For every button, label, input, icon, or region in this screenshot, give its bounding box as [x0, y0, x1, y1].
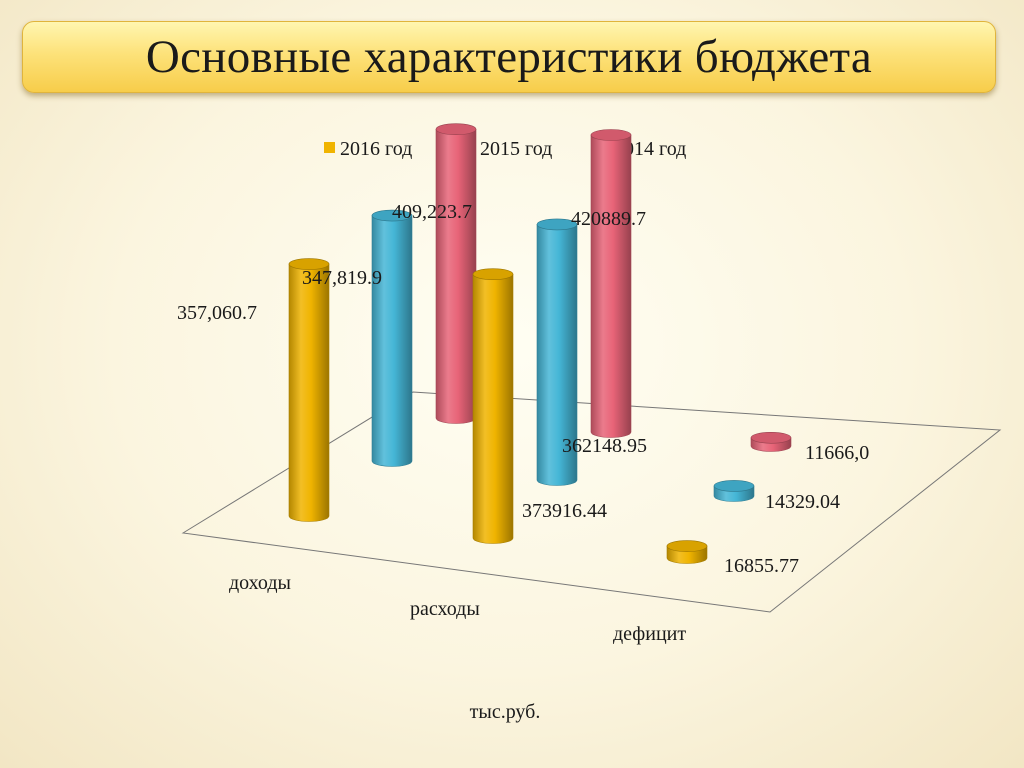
- legend-label: 2015 год: [480, 138, 552, 160]
- bar-дефицит-2016: [666, 540, 708, 564]
- unit-caption: тыс.руб.: [470, 701, 541, 723]
- data-label: 16855.77: [724, 555, 799, 577]
- bar-расходы-2014: [590, 129, 632, 438]
- data-label: 409,223.7: [392, 201, 472, 223]
- data-label: 357,060.7: [177, 302, 257, 324]
- category-label: расходы: [410, 598, 480, 620]
- data-label: 362148.95: [562, 435, 647, 457]
- bar-доходы-2016: [288, 258, 330, 522]
- bar-расходы-2016: [472, 268, 514, 544]
- legend: 2016 год 2015 год 2014 год: [324, 138, 686, 160]
- page-title: Основные характеристики бюджета: [145, 31, 873, 83]
- bar-доходы-2015: [371, 209, 413, 467]
- bar-дефицит-2014: [750, 431, 792, 452]
- bars: [288, 123, 792, 564]
- legend-label: 2016 год: [340, 138, 412, 160]
- legend-swatch: [324, 142, 335, 153]
- data-label: 420889.7: [571, 208, 646, 230]
- data-label: 11666,0: [805, 442, 869, 464]
- chart-floor: [181, 391, 1002, 613]
- bar-дефицит-2015: [713, 480, 755, 502]
- legend-label: 2014 год: [614, 138, 686, 160]
- category-labels: доходы расходы дефицит: [229, 572, 686, 645]
- data-label: 347,819.9: [302, 267, 382, 289]
- data-label: 373916.44: [522, 500, 607, 522]
- category-label: дефицит: [613, 623, 686, 645]
- data-labels: 357,060.7 373916.44 16855.77 347,819.9 36214…: [177, 201, 869, 577]
- title-banner: Основные характеристики бюджета: [22, 21, 996, 93]
- category-label: доходы: [229, 572, 291, 594]
- bar-доходы-2014: [435, 123, 477, 424]
- bar-расходы-2015: [536, 218, 578, 486]
- data-label: 14329.04: [765, 491, 840, 513]
